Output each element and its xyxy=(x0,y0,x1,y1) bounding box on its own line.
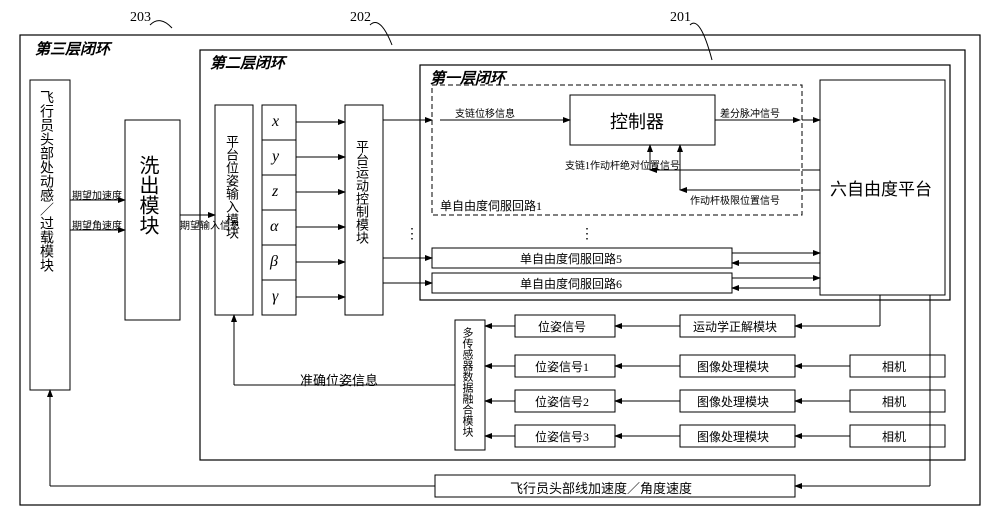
exp-accel-label: 期望加速度 xyxy=(72,187,122,202)
ref-201: 201 xyxy=(670,10,691,26)
leg1-abs-label: 支链1作动杆绝对位置信号 xyxy=(565,157,680,172)
camera1-block: 相机 xyxy=(882,358,906,375)
camera2-block: 相机 xyxy=(882,393,906,410)
dof-b: β xyxy=(270,253,278,271)
imgproc1-block: 图像处理模块 xyxy=(697,358,769,375)
accurate-pose-label: 准确位姿信息 xyxy=(300,370,378,389)
pose-sig2-block: 位姿信号2 xyxy=(535,393,589,410)
svg-text:⋮: ⋮ xyxy=(580,227,594,242)
loop1-label: 第一层闭环 xyxy=(430,67,505,88)
bottom-feedback-block: 飞行员头部线加速度／角度速度 xyxy=(510,478,692,497)
servo1-label: 单自由度伺服回路1 xyxy=(440,197,542,214)
controller-block: 控制器 xyxy=(610,108,664,134)
exp-input-label: 期望输入信息 xyxy=(180,217,240,232)
diff-pulse-label: 差分脉冲信号 xyxy=(720,105,780,120)
ref-202: 202 xyxy=(350,10,371,26)
servo6-block: 单自由度伺服回路6 xyxy=(520,275,622,292)
fusion-block: 多传感器数据融合模块 xyxy=(460,327,473,437)
fwd-kin-block: 运动学正解模块 xyxy=(693,318,777,335)
imgproc2-block: 图像处理模块 xyxy=(697,393,769,410)
pose-sig-block: 位姿信号 xyxy=(538,318,586,335)
svg-text:⋮: ⋮ xyxy=(405,227,419,242)
ref-203: 203 xyxy=(130,10,151,26)
pilot-head-block: 飞行员头部处动感／过载模块 xyxy=(36,90,54,380)
loop3-label: 第三层闭环 xyxy=(35,38,110,59)
exp-ang-label: 期望角速度 xyxy=(72,217,122,232)
dof-y: y xyxy=(272,148,279,166)
leg-disp-label: 支链位移信息 xyxy=(455,105,515,120)
pose-sig1-block: 位姿信号1 xyxy=(535,358,589,375)
sixdof-block: 六自由度平台 xyxy=(830,175,932,200)
imgproc3-block: 图像处理模块 xyxy=(697,428,769,445)
camera3-block: 相机 xyxy=(882,428,906,445)
dof-x: x xyxy=(272,113,279,131)
dof-z: z xyxy=(272,183,278,201)
dof-g: γ xyxy=(272,288,278,306)
washout-block: 洗出模块 xyxy=(136,155,158,235)
loop2-label: 第二层闭环 xyxy=(210,52,285,73)
dof-a: α xyxy=(270,218,278,236)
act-lim-label: 作动杆极限位置信号 xyxy=(690,192,780,207)
motion-ctrl-block: 平台运动控制模块 xyxy=(353,140,369,244)
servo5-block: 单自由度伺服回路5 xyxy=(520,250,622,267)
pose-sig3-block: 位姿信号3 xyxy=(535,428,589,445)
